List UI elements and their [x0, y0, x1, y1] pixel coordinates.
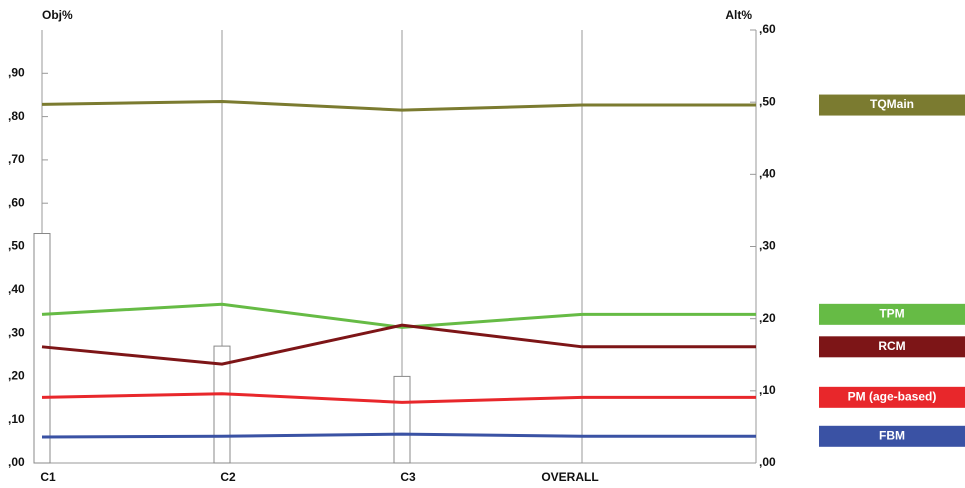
y2-tick-label: ,10 [759, 383, 776, 397]
legend-swatch [819, 303, 965, 325]
y2-tick-label: ,30 [759, 239, 776, 253]
legend-label: PM (age-based) [848, 390, 937, 404]
y-tick-label: ,70 [8, 152, 25, 166]
objective-bar [213, 345, 231, 464]
series-line [41, 323, 583, 366]
legend-swatch [819, 425, 965, 447]
y-tick-label: ,00 [8, 455, 25, 469]
legend-label: TPM [879, 307, 904, 321]
y2-tick-label: ,00 [759, 455, 776, 469]
x-tick-label: OVERALL [541, 470, 598, 484]
legend-swatch [819, 94, 965, 116]
y-tick-label: ,40 [8, 282, 25, 296]
legend-swatch [819, 336, 965, 358]
series-line [41, 392, 583, 404]
x-tick-label: C3 [400, 470, 416, 484]
y-tick-label: ,60 [8, 195, 25, 209]
y-tick-label: ,30 [8, 325, 25, 339]
y2-tick-label: ,20 [759, 311, 776, 325]
x-tick-label: C1 [40, 470, 56, 484]
x-tick-label: C2 [220, 470, 236, 484]
y-tick-label: ,50 [8, 239, 25, 253]
objective-bar [393, 375, 411, 464]
y2-tick-label: ,40 [759, 167, 776, 181]
legend-swatch [819, 386, 965, 408]
y2-tick-label: ,50 [759, 94, 776, 108]
legend-label: RCM [878, 339, 905, 353]
y2-axis-title: Alt% [725, 8, 752, 22]
series-line [41, 99, 583, 112]
y-tick-label: ,80 [8, 109, 25, 123]
legend-label: TQMain [870, 97, 914, 111]
series-line [41, 302, 583, 329]
y-axis-title: Obj% [42, 8, 73, 22]
legend-label: FBM [879, 428, 905, 442]
y-tick-label: ,90 [8, 65, 25, 79]
series-line [41, 432, 583, 439]
y-tick-label: ,10 [8, 412, 25, 426]
y2-tick-label: ,60 [759, 22, 776, 36]
y-tick-label: ,20 [8, 369, 25, 383]
